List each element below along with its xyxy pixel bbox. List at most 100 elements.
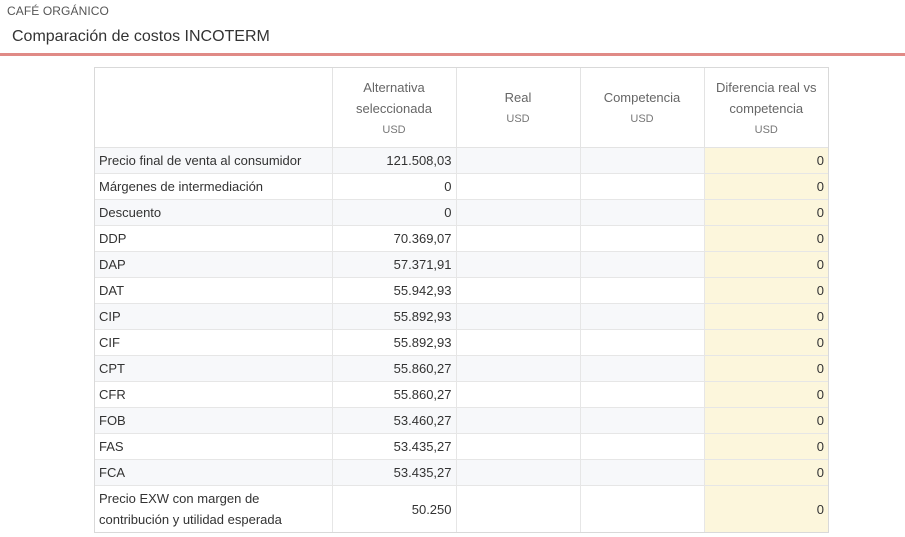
row-label-cell: Descuento [95,199,332,226]
diferencia-value-cell: 0 [703,485,828,532]
table-row: CIP 55.892,93 0 [95,303,828,330]
competencia-value-cell [579,355,704,382]
column-header-unit: USD [506,113,530,125]
real-value-cell [455,225,580,252]
real-value-cell [455,277,580,304]
table-header: Alternativa seleccionada USD Real USD Co… [95,68,828,148]
column-header-selected: Alternativa seleccionada USD [331,68,456,148]
real-value-cell [455,381,580,408]
selected-value-cell: 55.892,93 [331,329,456,356]
competencia-value-cell [579,199,704,226]
diferencia-value-cell: 0 [703,355,828,382]
selected-value-cell: 50.250 [331,485,456,532]
page-title: Comparación de costos INCOTERM [12,28,270,45]
row-label-cell: Márgenes de intermediación [95,173,332,200]
table-row: DDP 70.369,07 0 [95,225,828,252]
row-label-cell: FOB [95,407,332,434]
column-header-label: Diferencia real vs competencia [716,79,817,116]
column-header-concept [95,68,332,148]
table-row: CPT 55.860,27 0 [95,355,828,382]
column-header-competencia: Competencia USD [579,68,704,148]
table-row: Precio EXW con margen de contribución y … [95,485,828,532]
competencia-value-cell [579,407,704,434]
selected-value-cell: 70.369,07 [331,225,456,252]
table-row: FAS 53.435,27 0 [95,433,828,460]
competencia-value-cell [579,147,704,174]
competencia-value-cell [579,251,704,278]
app-label: CAFÉ ORGÁNICO [7,4,109,18]
diferencia-value-cell: 0 [703,173,828,200]
table-row: DAP 57.371,91 0 [95,251,828,278]
competencia-value-cell [579,433,704,460]
table-row: Márgenes de intermediación 0 0 [95,173,828,200]
title-divider [0,53,905,56]
real-value-cell [455,329,580,356]
row-label-cell: Precio final de venta al consumidor [95,147,332,174]
column-header-label: Alternativa seleccionada [356,79,432,116]
table-row: DAT 55.942,93 0 [95,277,828,304]
selected-value-cell: 53.460,27 [331,407,456,434]
competencia-value-cell [579,459,704,486]
selected-value-cell: 53.435,27 [331,433,456,460]
real-value-cell [455,485,580,532]
row-label-cell: DAT [95,277,332,304]
competencia-value-cell [579,329,704,356]
diferencia-value-cell: 0 [703,147,828,174]
selected-value-cell: 55.942,93 [331,277,456,304]
table-row: Precio final de venta al consumidor 121.5… [95,147,828,174]
real-value-cell [455,433,580,460]
real-value-cell [455,407,580,434]
table-row: FCA 53.435,27 0 [95,459,828,486]
real-value-cell [455,459,580,486]
real-value-cell [455,147,580,174]
row-label-cell: CFR [95,381,332,408]
column-header-unit: USD [630,113,654,125]
selected-value-cell: 0 [331,173,456,200]
column-header-real: Real USD [455,68,580,148]
row-label-cell: DAP [95,251,332,278]
real-value-cell [455,303,580,330]
diferencia-value-cell: 0 [703,277,828,304]
column-header-diferencia: Diferencia real vs competencia USD [703,68,828,148]
column-header-label: Real [504,90,532,105]
row-label-cell: CIP [95,303,332,330]
row-label-cell: CPT [95,355,332,382]
row-label-cell: Precio EXW con margen de contribución y … [99,491,282,527]
competencia-value-cell [579,173,704,200]
table-row: CIF 55.892,93 0 [95,329,828,356]
table-row: FOB 53.460,27 0 [95,407,828,434]
diferencia-value-cell: 0 [703,407,828,434]
diferencia-value-cell: 0 [703,251,828,278]
competencia-value-cell [579,225,704,252]
diferencia-value-cell: 0 [703,329,828,356]
selected-value-cell: 55.860,27 [331,355,456,382]
column-header-label: Competencia [603,90,681,105]
selected-value-cell: 57.371,91 [331,251,456,278]
diferencia-value-cell: 0 [703,433,828,460]
cost-table: Alternativa seleccionada USD Real USD Co… [95,68,828,532]
diferencia-value-cell: 0 [703,199,828,226]
selected-value-cell: 53.435,27 [331,459,456,486]
row-label-cell: FCA [95,459,332,486]
diferencia-value-cell: 0 [703,459,828,486]
selected-value-cell: 55.892,93 [331,303,456,330]
selected-value-cell: 55.860,27 [331,381,456,408]
row-label-cell: FAS [95,433,332,460]
selected-value-cell: 121.508,03 [331,147,456,174]
competencia-value-cell [579,303,704,330]
diferencia-value-cell: 0 [703,381,828,408]
row-label-cell: DDP [95,225,332,252]
selected-value-cell: 0 [331,199,456,226]
real-value-cell [455,251,580,278]
real-value-cell [455,199,580,226]
competencia-value-cell [579,485,704,532]
competencia-value-cell [579,277,704,304]
table-body: Precio final de venta al consumidor 121.5… [95,147,828,532]
table-row: CFR 55.860,27 0 [95,381,828,408]
real-value-cell [455,355,580,382]
incoterm-cost-table: Alternativa seleccionada USD Real USD Co… [94,67,829,533]
diferencia-value-cell: 0 [703,225,828,252]
column-header-unit: USD [382,123,406,136]
row-label-cell: CIF [95,329,332,356]
competencia-value-cell [579,381,704,408]
